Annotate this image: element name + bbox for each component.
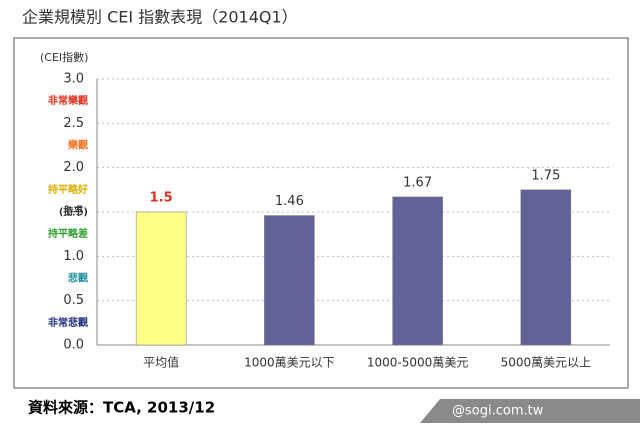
bar xyxy=(520,189,572,346)
y-tick-label: 2.0 xyxy=(63,160,84,175)
zone-label: 持平略差 xyxy=(48,227,88,240)
value-label: 1.46 xyxy=(275,194,304,209)
value-label: 1.75 xyxy=(531,168,560,183)
y-tick-label: 3.0 xyxy=(63,72,84,87)
y-axis-label: (CEI指數) xyxy=(40,50,88,64)
x-tick-label: 1000萬美元以下 xyxy=(244,356,335,370)
bar xyxy=(264,215,315,346)
y-tick-label: 1.5 xyxy=(63,205,84,220)
watermark: @sogi.com.tw xyxy=(452,404,544,419)
chart-frame xyxy=(13,37,629,389)
y-tick-label: 2.5 xyxy=(63,116,84,131)
x-tick-label: 1000-5000萬美元 xyxy=(367,356,468,370)
bar xyxy=(392,196,443,346)
value-label: 1.67 xyxy=(403,175,432,190)
y-tick-label: 0.5 xyxy=(63,293,84,308)
x-tick-label: 5000萬美元以上 xyxy=(501,356,592,370)
source: 資料來源：TCA, 2013/12 xyxy=(28,399,215,417)
value-label: 1.5 xyxy=(150,191,173,206)
y-tick-label: 1.0 xyxy=(63,249,84,264)
zone-label: 持平略好 xyxy=(48,183,88,196)
zone-label: 非常樂觀 xyxy=(48,94,88,107)
chart-title: 企業規模別 CEI 指數表現（2014Q1） xyxy=(22,8,298,27)
zone-label: 悲觀 xyxy=(68,272,88,285)
zone-label: 非常悲觀 xyxy=(48,316,88,329)
zone-label: (持平) xyxy=(59,205,88,218)
y-tick-label: 0.0 xyxy=(63,338,84,353)
bar xyxy=(135,211,187,346)
watermark-bg xyxy=(420,399,640,423)
x-tick-label: 平均值 xyxy=(143,355,179,370)
zone-label: 樂觀 xyxy=(68,139,88,152)
